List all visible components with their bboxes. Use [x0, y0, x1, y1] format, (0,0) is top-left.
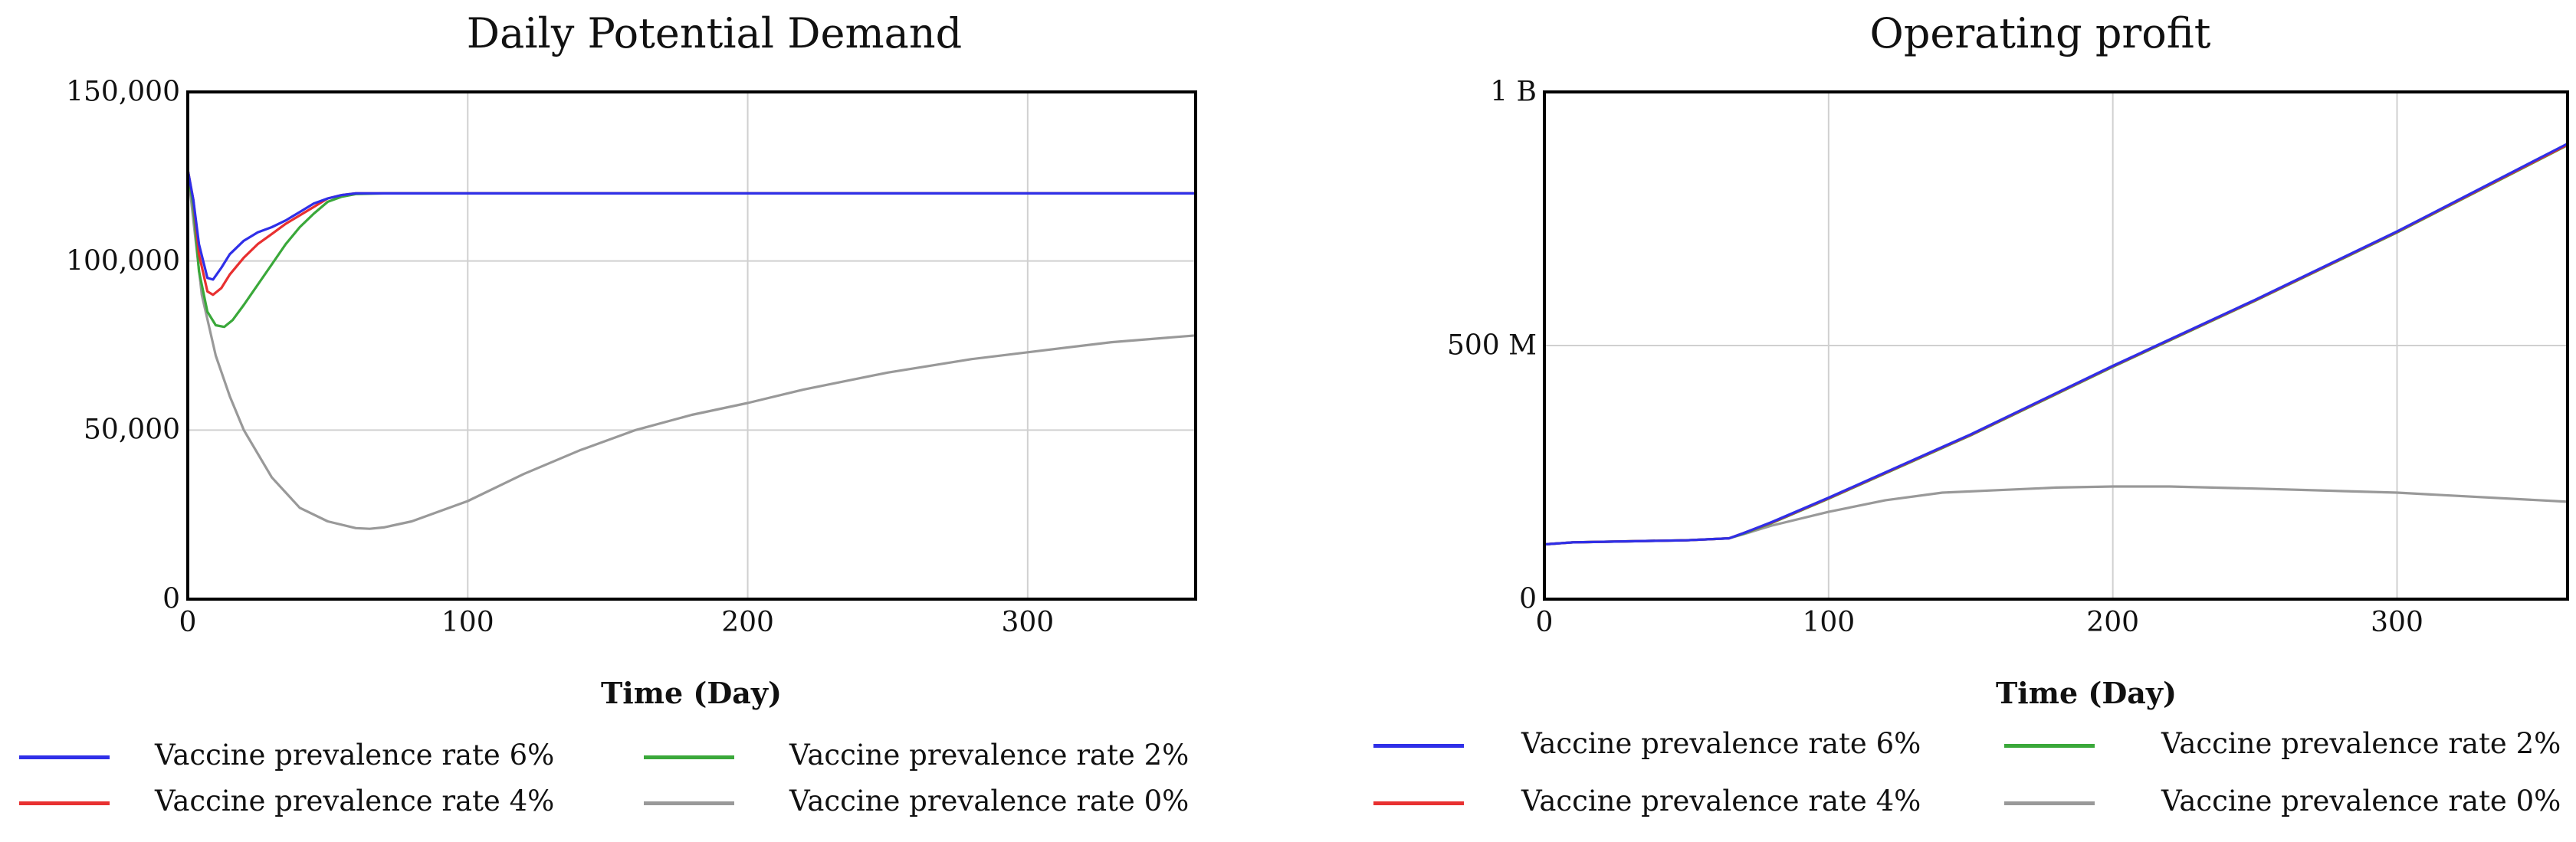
y-tick-label: 100,000: [66, 245, 180, 277]
series-line-4pct: [1544, 143, 2568, 546]
x-axis-label: Time (Day): [1996, 676, 2177, 710]
legend-label: Vaccine prevalence rate 2%: [789, 739, 1190, 772]
x-tick-label: 0: [1535, 607, 1554, 638]
plot-frame: [186, 90, 1197, 601]
legend-swatch: [644, 801, 734, 805]
legend-label: Vaccine prevalence rate 6%: [155, 739, 555, 772]
y-tick-label: 1 B: [1490, 76, 1537, 108]
legend-swatch: [19, 801, 110, 805]
legend-swatch: [2004, 801, 2095, 805]
legend-label: Vaccine prevalence rate 0%: [789, 785, 1190, 817]
x-tick-label: 100: [1802, 607, 1856, 638]
legend-label: Vaccine prevalence rate 4%: [1521, 785, 1921, 817]
x-tick-label: 0: [179, 607, 197, 638]
y-tick-label: 500 M: [1446, 329, 1537, 362]
legend-swatch: [644, 755, 734, 759]
x-tick-label: 300: [1001, 607, 1055, 638]
y-tick-label: 150,000: [66, 76, 180, 108]
chart-daily-potential-demand: Daily Potential Demand 0 50,000 100,000 150,…: [19, 9, 1197, 817]
chart-operating-profit: Operating profit 0 500 M 1 B 0 100 200 300 Time …: [1288, 0, 2576, 842]
series-line-0pct: [186, 169, 1196, 530]
legend-swatch: [1373, 744, 1464, 748]
legend-label: Vaccine prevalence rate 4%: [155, 785, 555, 817]
legend-label: Vaccine prevalence rate 2%: [2161, 727, 2561, 760]
plot-area: [186, 90, 1197, 601]
x-tick-label: 300: [2371, 607, 2423, 638]
y-tick-label: 0: [162, 583, 180, 615]
series-line-6pct: [1544, 143, 2568, 546]
x-tick-label: 200: [2086, 607, 2140, 638]
chart-title: Operating profit: [1869, 9, 2211, 57]
plot-frame: [1543, 90, 2569, 601]
chart-title: Daily Potential Demand: [466, 9, 963, 57]
x-tick-label: 100: [441, 607, 494, 638]
legend-label: Vaccine prevalence rate 0%: [2161, 785, 2561, 817]
legend-swatch: [19, 755, 110, 759]
legend-swatch: [1373, 801, 1464, 805]
series-line-6pct: [186, 169, 1196, 281]
series-line-4pct: [186, 169, 1196, 297]
y-tick-label: 50,000: [84, 414, 180, 446]
legend-swatch: [2004, 744, 2095, 748]
x-tick-label: 200: [721, 607, 774, 638]
legend-label: Vaccine prevalence rate 6%: [1521, 727, 1921, 760]
y-tick-label: 0: [1519, 583, 1537, 615]
x-axis-label: Time (Day): [601, 676, 782, 710]
series-line-0pct: [1544, 485, 2568, 546]
plot-area: [1543, 90, 2569, 601]
series-line-2pct: [186, 169, 1196, 329]
